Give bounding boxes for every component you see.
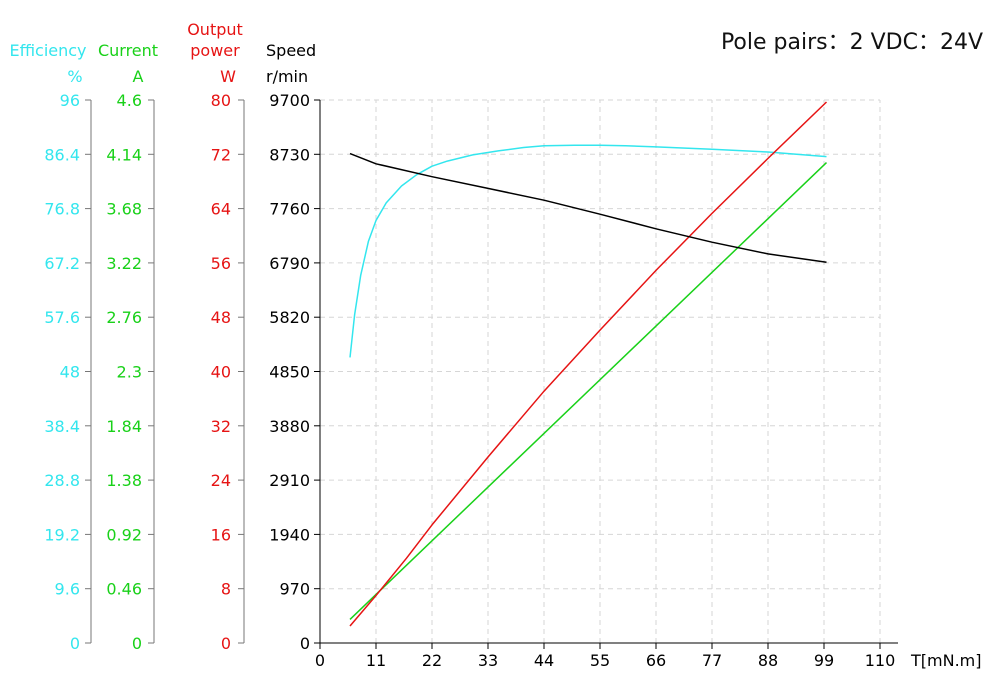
current-tick-label: 4.6 [117, 91, 142, 110]
speed-tick-label: 3880 [269, 417, 310, 436]
power-tick-label: 48 [211, 308, 231, 327]
efficiency-axis-title: Efficiency [9, 41, 86, 60]
current-tick-label: 3.22 [106, 254, 142, 273]
power-axis-unit: W [220, 67, 236, 86]
x-tick-label: 44 [534, 651, 554, 670]
speed-tick-label: 7760 [269, 200, 310, 219]
current-axis-title: Current [98, 41, 158, 60]
efficiency-series-line [349, 144, 827, 358]
x-tick-label: 99 [814, 651, 834, 670]
power-tick-label: 72 [211, 145, 231, 164]
speed-tick-label: 5820 [269, 308, 310, 327]
efficiency-tick-label: 86.4 [44, 145, 80, 164]
power-tick-label: 24 [211, 471, 231, 490]
efficiency-tick-label: 67.2 [44, 254, 80, 273]
speed-axis-title: Speed [266, 41, 316, 60]
grid [320, 99, 881, 643]
power-tick-label: 40 [211, 363, 231, 382]
power-tick-label: 32 [211, 417, 231, 436]
speed-axis-unit: r/min [266, 67, 308, 86]
current-tick-label: 0 [132, 634, 142, 653]
x-tick-label: 55 [590, 651, 610, 670]
series-layer [349, 101, 828, 627]
current-tick-label: 2.3 [117, 363, 142, 382]
current-tick-label: 0.92 [106, 525, 142, 544]
axes: 0 11 22 33 44 55 66 77 88 99 110 T[mN.m] 0 9.6 19.2 28.… [9, 20, 981, 670]
efficiency-tick-label: 48 [60, 363, 80, 382]
efficiency-tick-label: 19.2 [44, 525, 80, 544]
motor-info: Pole pairs：2 VDC：24V [721, 30, 983, 55]
x-axis-label: T[mN.m] [910, 651, 981, 670]
efficiency-tick-label: 96 [60, 91, 80, 110]
efficiency-tick-label: 9.6 [55, 580, 80, 599]
x-tick-label: 0 [315, 651, 325, 670]
speed-tick-label: 9700 [269, 91, 310, 110]
current-tick-label: 3.68 [106, 200, 142, 219]
x-tick-label: 88 [758, 651, 778, 670]
current-tick-label: 1.38 [106, 471, 142, 490]
speed-series-line [349, 152, 827, 264]
current-series-line [349, 162, 828, 620]
current-tick-label: 4.14 [106, 145, 142, 164]
efficiency-tick-label: 38.4 [44, 417, 80, 436]
efficiency-axis-unit: % [67, 67, 82, 86]
x-tick-label: 66 [646, 651, 666, 670]
x-tick-label: 110 [865, 651, 896, 670]
current-axis-unit: A [133, 67, 144, 86]
x-tick-label: 22 [422, 651, 442, 670]
power-tick-label: 16 [211, 525, 231, 544]
efficiency-tick-label: 57.6 [44, 308, 80, 327]
power-tick-label: 56 [211, 254, 231, 273]
current-tick-label: 2.76 [106, 308, 142, 327]
power-axis-title: Output [187, 20, 243, 39]
efficiency-tick-label: 76.8 [44, 200, 80, 219]
power-tick-label: 0 [221, 634, 231, 653]
speed-tick-label: 0 [300, 634, 310, 653]
speed-tick-label: 6790 [269, 254, 310, 273]
efficiency-tick-label: 0 [70, 634, 80, 653]
power-tick-label: 80 [211, 91, 231, 110]
speed-tick-label: 970 [279, 580, 310, 599]
speed-tick-label: 1940 [269, 525, 310, 544]
current-tick-label: 0.46 [106, 580, 142, 599]
speed-tick-label: 4850 [269, 363, 310, 382]
x-tick-label: 77 [702, 651, 722, 670]
speed-tick-label: 8730 [269, 145, 310, 164]
x-tick-label: 11 [366, 651, 386, 670]
power-tick-label: 64 [211, 200, 231, 219]
current-tick-label: 1.84 [106, 417, 142, 436]
power-tick-label: 8 [221, 580, 231, 599]
speed-tick-label: 2910 [269, 471, 310, 490]
x-tick-label: 33 [478, 651, 498, 670]
power-axis-title: power [190, 41, 240, 60]
efficiency-tick-label: 28.8 [44, 471, 80, 490]
power-series-line [349, 101, 828, 627]
